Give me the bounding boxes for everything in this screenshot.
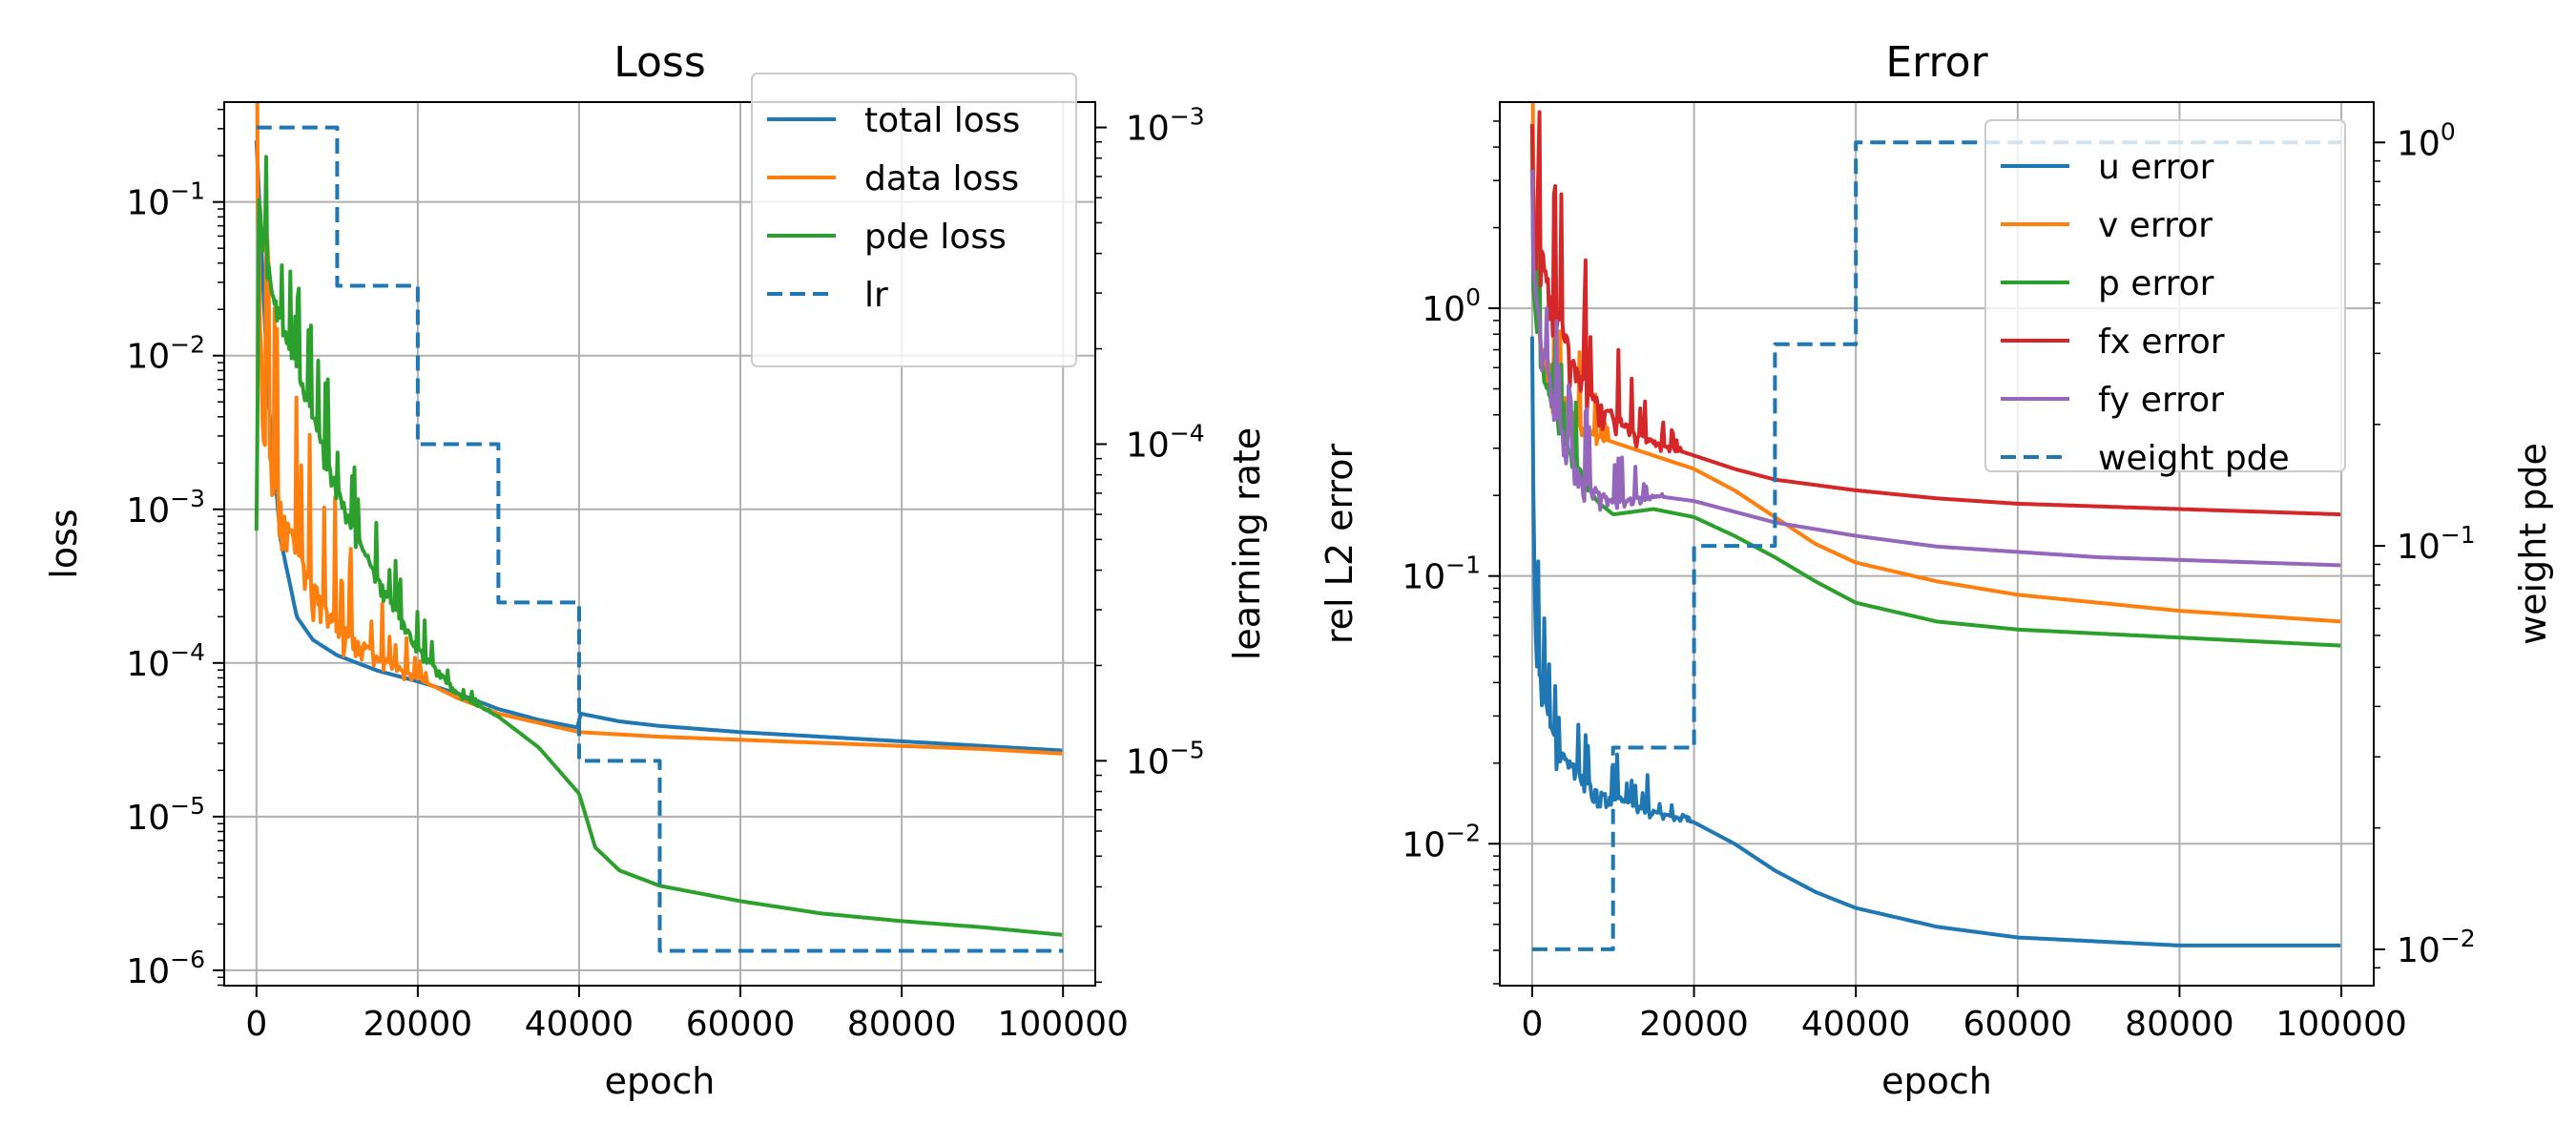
y-tick-label-power: −2 (1445, 819, 1481, 846)
y-tick-label-power: −5 (170, 792, 205, 820)
y2-tick-label-base: 10 (2397, 931, 2441, 970)
y-tick-label: 10−5 (126, 792, 205, 838)
y2-tick-label: 10−3 (1126, 103, 1205, 149)
y-tick-label-power: −2 (170, 331, 205, 359)
series-total-loss (254, 140, 1064, 753)
y-tick-label-base: 10 (126, 338, 170, 377)
y-tick-label: 100 (1422, 283, 1481, 329)
legend-label: fx error (2098, 323, 2225, 362)
y-tick-label-power: −3 (170, 485, 205, 512)
x-tick-label: 20000 (364, 1005, 473, 1044)
series-fy-error (1529, 169, 2341, 568)
legend-label: data loss (864, 159, 1019, 198)
y2-tick-label-power: −4 (1170, 419, 1205, 447)
legend-label: fy error (2098, 381, 2224, 420)
legend-frame (751, 73, 1077, 367)
x-axis-label: epoch (605, 1060, 716, 1102)
x-tick-label: 60000 (1963, 1005, 2073, 1044)
y-tick-label-base: 10 (126, 952, 170, 991)
y2-tick-label-power: −1 (2441, 521, 2476, 549)
x-tick-label: 80000 (2125, 1005, 2234, 1044)
plot-area (1529, 102, 2342, 951)
y-tick-label: 10−3 (126, 485, 205, 531)
x-tick-label: 40000 (1801, 1005, 1911, 1044)
legend-label: lr (864, 276, 888, 315)
x-tick-label: 20000 (1639, 1005, 1749, 1044)
y2-tick-label-base: 10 (1126, 110, 1170, 149)
legend-label: v error (2098, 206, 2212, 245)
y2-tick-label: 10−1 (2397, 521, 2476, 567)
series-lr (256, 125, 1064, 953)
x-tick-label: 80000 (847, 1005, 957, 1044)
y2-tick-label: 10−5 (1126, 736, 1205, 781)
series-u-error (1529, 336, 2341, 947)
y-tick-label-base: 10 (126, 184, 170, 223)
y-tick-label-base: 10 (1402, 825, 1445, 864)
y2-tick-label: 10−2 (2397, 925, 2476, 970)
x-tick-label: 0 (245, 1005, 267, 1044)
chart-title: Loss (613, 38, 706, 87)
axes-frame (1499, 101, 2375, 987)
y2-tick-label: 100 (2397, 117, 2456, 163)
series-pde-loss (254, 155, 1064, 937)
legend: u error v error p error fx error fy error wei… (1984, 119, 2346, 478)
legend-label: pde loss (864, 218, 1007, 257)
y2-tick-label-base: 10 (2397, 124, 2441, 163)
x-tick-label: 40000 (525, 1005, 634, 1044)
y-tick-label: 10−1 (1402, 552, 1481, 597)
x-tick-label: 0 (1521, 1005, 1543, 1044)
y-tick-label-power: −4 (170, 638, 205, 666)
y-tick-label: 10−4 (126, 638, 205, 684)
plot-area (254, 102, 1064, 953)
y2-tick-label-power: −3 (1170, 103, 1205, 131)
series-v-error (1530, 102, 2341, 624)
legend-label: p error (2098, 264, 2214, 303)
series-p-error (1529, 126, 2341, 648)
x-axis-label: epoch (1881, 1060, 1992, 1102)
series-fx-error (1529, 110, 2341, 517)
y2-tick-label: 10−4 (1126, 419, 1205, 465)
legend-frame (1984, 119, 2346, 472)
y2-axis-label: weight pde (2512, 443, 2554, 645)
y2-tick-label-power: −5 (1170, 736, 1205, 763)
y-tick-label-base: 10 (1422, 290, 1465, 329)
y-tick-label: 10−6 (126, 946, 205, 991)
y-tick-label-base: 10 (126, 645, 170, 684)
y2-tick-label-base: 10 (1126, 742, 1170, 781)
x-tick-label: 100000 (997, 1005, 1128, 1044)
legend-label: total loss (864, 101, 1020, 140)
y-tick-label-base: 10 (126, 799, 170, 838)
y2-tick-label-base: 10 (2397, 528, 2441, 567)
y2-tick-label-base: 10 (1126, 426, 1170, 465)
legend: total loss data loss pde loss lr (751, 73, 1077, 367)
series-data-loss (255, 102, 1064, 756)
x-tick-label: 100000 (2275, 1005, 2406, 1044)
y-tick-label-power: 0 (1465, 283, 1481, 311)
y-tick-label-power: −1 (1445, 552, 1481, 579)
y-tick-label: 10−1 (126, 177, 205, 223)
chart-error: 0 20000 40000 60000 80000 10000010010−110−210… (1319, 38, 2554, 1102)
y-tick-label-base: 10 (126, 491, 170, 531)
y2-tick-label-power: −2 (2441, 925, 2476, 952)
chart-title: Error (1885, 38, 1988, 87)
chart-loss: 0 20000 40000 60000 80000 10000010−110−210−31… (43, 38, 1268, 1102)
y-tick-label-power: −1 (170, 177, 205, 205)
y-tick-label: 10−2 (126, 331, 205, 377)
y-tick-label: 10−2 (1402, 819, 1481, 864)
series-weight-pde (1531, 140, 2342, 951)
y2-tick-label-power: 0 (2441, 117, 2456, 145)
legend-label: u error (2098, 148, 2214, 187)
y-tick-label-base: 10 (1402, 558, 1445, 597)
legend-label: weight pde (2098, 439, 2290, 478)
y-axis-label: loss (43, 509, 85, 578)
y-axis-label: rel L2 error (1319, 444, 1361, 645)
y-tick-label-power: −6 (170, 946, 205, 973)
y2-axis-label: learning rate (1226, 427, 1268, 660)
x-tick-label: 60000 (686, 1005, 796, 1044)
